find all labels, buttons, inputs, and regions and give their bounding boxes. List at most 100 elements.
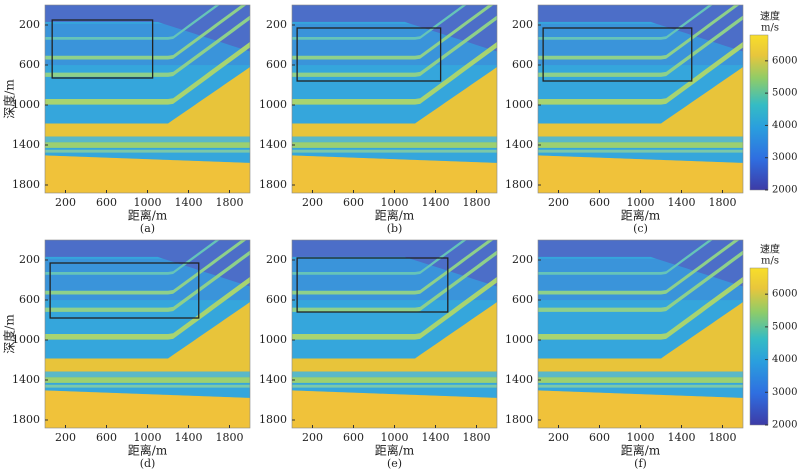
layer — [292, 5, 494, 60]
x-axis-label: 距离/m — [128, 443, 168, 458]
y-tick-label: 600 — [512, 58, 533, 71]
x-tick-label: 200 — [302, 431, 323, 444]
layer — [538, 240, 743, 287]
y-tick-label: 200 — [266, 253, 287, 266]
layer — [45, 240, 247, 295]
layer — [538, 390, 743, 428]
x-tick-label: 600 — [343, 431, 364, 444]
y-tick-label: 1400 — [505, 138, 533, 151]
layer — [292, 276, 497, 340]
layer — [538, 67, 743, 137]
layer — [292, 155, 497, 193]
layer — [538, 142, 743, 148]
y-axis-label: 深度/m — [2, 79, 17, 119]
x-tick-label: 1000 — [627, 196, 655, 209]
velocity-field — [45, 5, 250, 193]
layer — [538, 250, 743, 312]
colorbar-title: 速度 — [760, 243, 780, 256]
colorbar-unit: m/s — [761, 256, 779, 267]
layer — [45, 240, 250, 287]
colorbar-tick-label: 6000 — [772, 289, 797, 300]
x-tick-label: 600 — [96, 431, 117, 444]
x-tick-label: 1000 — [627, 431, 655, 444]
y-tick-label: 1800 — [505, 413, 533, 426]
y-tick-label: 600 — [266, 58, 287, 71]
layer — [538, 41, 743, 105]
x-tick-label: 600 — [96, 196, 117, 209]
layer — [45, 41, 250, 105]
x-tick-label: 1400 — [668, 196, 696, 209]
colorbar-tick-label: 6000 — [772, 55, 797, 66]
colorbar-tick-label: 2000 — [772, 420, 797, 431]
y-tick-label: 600 — [19, 293, 40, 306]
x-tick-label: 600 — [343, 196, 364, 209]
layer — [45, 155, 250, 193]
y-tick-label: 600 — [512, 293, 533, 306]
colorbar-tick-label: 4000 — [772, 120, 797, 131]
colorbar-tick-label: 5000 — [772, 321, 797, 332]
velocity-field — [292, 5, 497, 193]
layer — [538, 384, 743, 388]
y-tick-label: 200 — [19, 18, 40, 31]
x-tick-label: 200 — [302, 196, 323, 209]
layer — [292, 371, 497, 378]
y-tick-label: 200 — [266, 18, 287, 31]
colorbar-tick-label: 5000 — [772, 88, 797, 99]
colorbar-tick-label: 3000 — [772, 152, 797, 163]
layer — [292, 149, 497, 153]
x-tick-label: 1400 — [668, 431, 696, 444]
layer — [45, 250, 250, 312]
x-tick-label: 1000 — [381, 431, 409, 444]
layer — [45, 142, 250, 148]
layer — [538, 377, 743, 383]
colorbar — [749, 267, 769, 426]
layer — [45, 384, 250, 388]
layer — [538, 240, 740, 295]
colorbar-title: 速度 — [760, 10, 780, 23]
y-tick-label: 200 — [512, 253, 533, 266]
x-tick-label: 600 — [589, 196, 610, 209]
x-tick-label: 200 — [55, 431, 76, 444]
y-tick-label: 1000 — [259, 333, 287, 346]
y-tick-label: 600 — [19, 58, 40, 71]
y-tick-label: 1800 — [505, 178, 533, 191]
y-tick-label: 1800 — [259, 413, 287, 426]
layer — [292, 390, 497, 428]
highlight-box — [296, 257, 449, 313]
x-tick-label: 1800 — [463, 431, 491, 444]
y-axis-label: 深度/m — [2, 314, 17, 354]
layer — [292, 67, 497, 137]
x-tick-label: 1800 — [216, 431, 244, 444]
x-tick-label: 1800 — [463, 196, 491, 209]
x-axis-label: 距离/m — [621, 443, 661, 458]
x-tick-label: 1400 — [175, 431, 203, 444]
layer — [292, 136, 497, 143]
layer — [45, 276, 250, 340]
layer — [292, 377, 497, 383]
highlight-box — [51, 19, 154, 79]
layer — [45, 5, 247, 60]
layer — [292, 240, 494, 295]
highlight-box — [49, 262, 200, 319]
layer — [538, 5, 743, 52]
velocity-field — [45, 240, 250, 428]
layer — [292, 15, 497, 77]
layer — [292, 302, 497, 372]
layer — [45, 377, 250, 383]
layer — [292, 41, 497, 105]
layer — [538, 155, 743, 193]
y-tick-label: 1800 — [12, 413, 40, 426]
layer — [538, 302, 743, 372]
x-axis-label: 距离/m — [128, 208, 168, 223]
y-tick-label: 1800 — [12, 178, 40, 191]
y-tick-label: 1000 — [505, 98, 533, 111]
x-tick-label: 1800 — [709, 196, 737, 209]
caption: (e) — [387, 457, 402, 470]
caption: (d) — [140, 457, 156, 470]
x-tick-label: 200 — [548, 431, 569, 444]
y-tick-label: 200 — [512, 18, 533, 31]
caption: (c) — [633, 222, 648, 235]
layer — [538, 136, 743, 143]
layer — [292, 384, 497, 388]
